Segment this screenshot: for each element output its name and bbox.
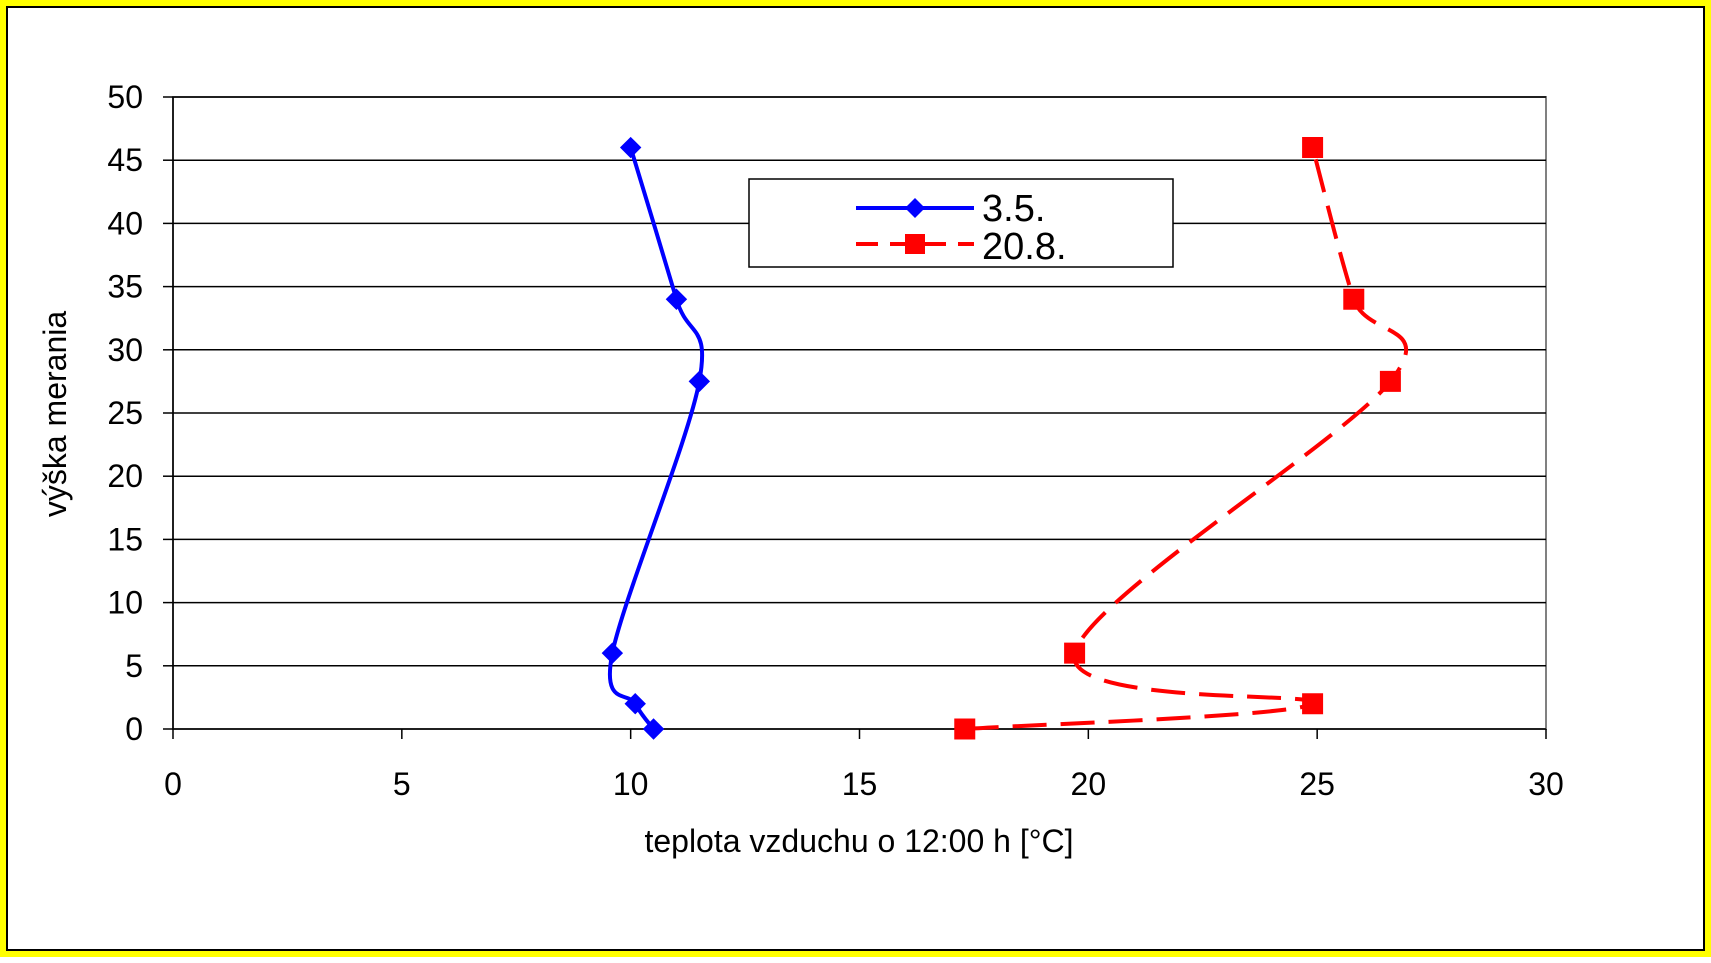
x-tick-label: 0	[164, 766, 182, 802]
x-tick-label: 25	[1299, 766, 1335, 802]
data-point-1	[601, 642, 624, 664]
legend-swatch-marker-2	[905, 234, 925, 254]
y-tick-label: 15	[107, 521, 143, 557]
data-point-1	[665, 288, 688, 310]
legend-swatch-marker-1	[905, 198, 925, 218]
data-series	[601, 136, 1408, 740]
legend-box	[748, 178, 1174, 268]
y-tick-label: 20	[107, 458, 143, 494]
legend-label-1: 3.5.	[982, 188, 1045, 230]
y-axis-title: výška merania	[37, 311, 73, 518]
data-point-2	[954, 718, 976, 740]
x-tick-label: 5	[393, 766, 411, 802]
line-chart: 0 5 10 15 20 25 30 35 40 45 50 0 5 10 15 20 25 30 3.5. 20…	[37, 79, 1564, 859]
data-point-1	[688, 370, 711, 393]
x-tick-label: 30	[1528, 766, 1564, 802]
data-point-2	[1064, 642, 1086, 664]
legend-label-2: 20.8.	[982, 226, 1067, 268]
y-tick-label: 10	[107, 585, 143, 621]
x-tick-label: 10	[613, 766, 649, 802]
legend: 3.5. 20.8.	[748, 178, 1174, 268]
grid-lines	[173, 96, 1546, 667]
x-axis-title: teplota vzduchu o 12:00 h [°C]	[644, 823, 1073, 859]
x-tick-label: 20	[1071, 766, 1107, 802]
y-tick-label: 5	[125, 648, 143, 684]
data-point-1	[624, 693, 646, 715]
y-tick-label: 45	[107, 142, 143, 178]
axes: 0 5 10 15 20 25 30 35 40 45 50 0 5 10 15 20 25 30	[107, 79, 1563, 802]
data-point-2	[1343, 288, 1365, 310]
y-tick-label: 0	[125, 711, 143, 747]
y-tick-label: 30	[107, 332, 143, 368]
data-point-2	[1302, 137, 1324, 159]
data-point-2	[1302, 693, 1324, 715]
data-point-1	[619, 136, 642, 159]
y-tick-label: 40	[107, 205, 143, 241]
y-tick-label: 25	[107, 395, 143, 431]
y-tick-label: 50	[107, 79, 143, 115]
y-tick-label: 35	[107, 269, 143, 305]
x-tick-label: 15	[842, 766, 878, 802]
data-point-2	[1379, 370, 1401, 392]
data-point-1	[642, 718, 665, 740]
